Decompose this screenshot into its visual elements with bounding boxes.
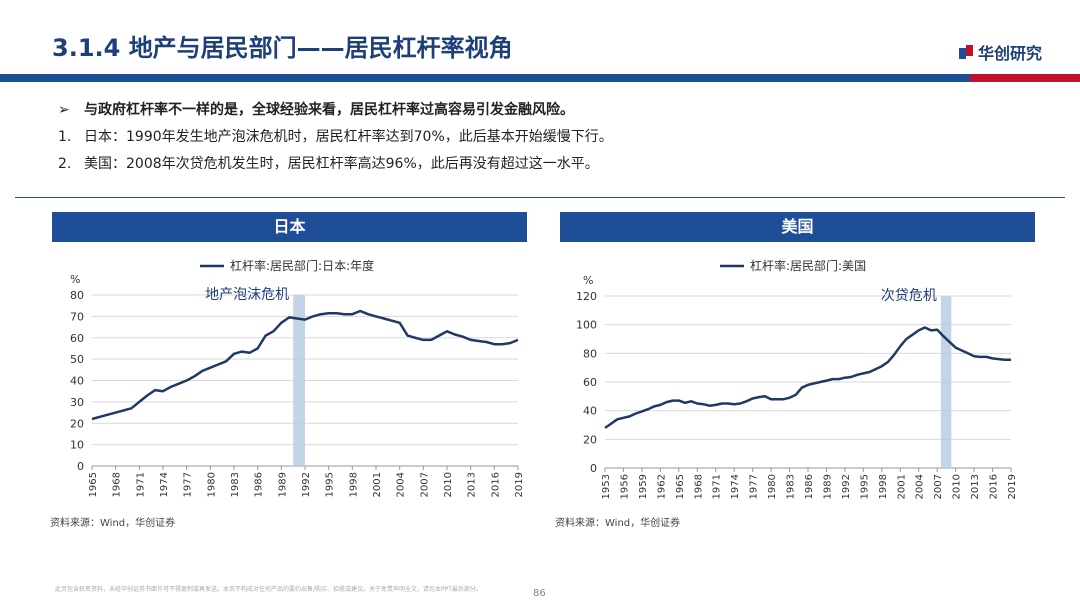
- bullet-number: 1.: [58, 129, 72, 145]
- x-tick-label: 2001: [372, 472, 383, 497]
- x-tick-label: 1974: [730, 474, 741, 499]
- x-tick-label: 1965: [675, 474, 686, 499]
- y-tick-label: 20: [583, 433, 597, 446]
- logo-text: 华创研究: [977, 44, 1042, 63]
- x-tick-label: 1980: [767, 474, 778, 499]
- x-tick-label: 1977: [749, 474, 760, 499]
- x-tick-label: 2007: [933, 474, 944, 499]
- y-tick-label: 0: [590, 462, 597, 475]
- x-tick-label: 2010: [443, 472, 454, 497]
- section-divider: [15, 197, 1065, 198]
- x-tick-label: 2013: [467, 472, 478, 497]
- crisis-band: [940, 296, 952, 468]
- y-tick-label: 0: [77, 460, 84, 473]
- bullet-text: 与政府杠杆率不一样的是，全球经验来看，居民杠杆率过高容易引发金融风险。: [84, 102, 574, 118]
- x-tick-label: 1968: [693, 474, 704, 499]
- logo-mark-icon: [958, 45, 973, 59]
- bullet-item: 2. 美国：2008年次贷危机发生时，居民杠杆率高达96%，此后再没有超过这一水平…: [58, 151, 613, 178]
- crisis-band: [293, 295, 305, 466]
- x-tick-label: 1986: [804, 474, 815, 499]
- page-title: 3.1.4 地产与居民部门——居民杠杆率视角: [52, 34, 513, 62]
- x-tick-label: 1959: [638, 474, 649, 499]
- y-tick-label: 30: [70, 396, 84, 409]
- x-tick-label: 1965: [88, 472, 99, 497]
- bullet-list: ➢ 与政府杠杆率不一样的是，全球经验来看，居民杠杆率过高容易引发金融风险。 1. 日…: [58, 97, 613, 178]
- crisis-annotation: 次贷危机: [881, 288, 937, 304]
- x-tick-label: 1980: [206, 472, 217, 497]
- x-tick-label: 1992: [841, 474, 852, 499]
- x-tick-label: 1962: [656, 474, 667, 499]
- x-tick-label: 1977: [183, 472, 194, 497]
- bullet-arrow-icon: ➢: [58, 102, 70, 118]
- x-tick-label: 2001: [896, 474, 907, 499]
- header-bar: [0, 74, 1080, 82]
- japan-leverage-chart: 0 10 20 30 40 50 60 70 80% 1965 1968 1971 1974 1977 19…: [70, 258, 525, 497]
- x-tick-label: 1953: [601, 474, 612, 499]
- x-tick-label: 1995: [859, 474, 870, 499]
- y-tick-label: 60: [583, 376, 597, 389]
- x-tick-label: 1989: [277, 472, 288, 497]
- bullet-number: 2.: [58, 156, 72, 172]
- x-tick-label: 2019: [1007, 474, 1018, 499]
- series-line: [91, 309, 519, 421]
- y-tick-label: 100: [576, 319, 597, 332]
- x-tick-label: 2016: [989, 474, 1000, 499]
- bullet-item: ➢ 与政府杠杆率不一样的是，全球经验来看，居民杠杆率过高容易引发金融风险。: [58, 97, 613, 124]
- x-tick-label: 1989: [822, 474, 833, 499]
- x-tick-label: 1998: [348, 472, 359, 497]
- y-axis-unit: %: [583, 274, 593, 287]
- x-tick-label: 2010: [952, 474, 963, 499]
- bullet-item: 1. 日本：1990年发生地产泡沫危机时，居民杠杆率达到70%，此后基本开始缓慢下…: [58, 124, 613, 151]
- y-tick-label: 120: [576, 290, 597, 303]
- x-tick-label: 1968: [112, 472, 123, 497]
- x-tick-label: 2007: [419, 472, 430, 497]
- x-tick-label: 1971: [135, 472, 146, 497]
- crisis-annotation: 地产泡沫危机: [205, 287, 289, 303]
- source-note-usa: 资料来源：Wind，华创证券: [555, 518, 681, 529]
- brand-logo: 华创研究: [958, 40, 1042, 64]
- x-tick-label: 1983: [230, 472, 241, 497]
- y-tick-label: 40: [70, 375, 84, 388]
- x-tick-label: 1995: [325, 472, 336, 497]
- y-tick-label: 80: [70, 289, 84, 302]
- y-axis-unit: %: [70, 273, 80, 286]
- legend-label: 杠杆率:居民部门:美国: [750, 258, 866, 273]
- x-tick-label: 1998: [878, 474, 889, 499]
- bullet-text: 日本：1990年发生地产泡沫危机时，居民杠杆率达到70%，此后基本开始缓慢下行。: [84, 129, 613, 145]
- x-tick-label: 1986: [254, 472, 265, 497]
- x-tick-label: 2013: [970, 474, 981, 499]
- x-tick-label: 2019: [514, 472, 525, 497]
- y-tick-label: 10: [70, 439, 84, 452]
- legend-label: 杠杆率:居民部门:日本:年度: [230, 258, 374, 273]
- y-tick-label: 80: [583, 347, 597, 360]
- disclaimer-note: 此页包含机密资料，未经华创证券书面许可不得复制或再发送。本页不构成对任何产品的要…: [55, 586, 482, 593]
- y-tick-label: 60: [70, 332, 84, 345]
- panel-heading-usa: 美国: [560, 212, 1035, 242]
- x-tick-label: 1956: [619, 474, 630, 499]
- header-accent: [970, 74, 1080, 82]
- page-number: 86: [533, 588, 546, 599]
- x-tick-label: 2004: [396, 472, 407, 497]
- panel-heading-japan: 日本: [52, 212, 527, 242]
- bullet-text: 美国：2008年次贷危机发生时，居民杠杆率高达96%，此后再没有超过这一水平。: [84, 156, 599, 172]
- y-tick-label: 40: [583, 405, 597, 418]
- x-tick-label: 1983: [786, 474, 797, 499]
- x-tick-label: 1974: [159, 472, 170, 497]
- y-tick-label: 70: [70, 310, 84, 323]
- x-tick-label: 1971: [712, 474, 723, 499]
- y-tick-label: 20: [70, 417, 84, 430]
- source-note-japan: 资料来源：Wind，华创证券: [50, 518, 176, 529]
- usa-leverage-chart: 0 20 40 60 80 100 120% 1953 1956 1959 1962 1965 1968…: [576, 258, 1018, 499]
- y-tick-label: 50: [70, 353, 84, 366]
- x-tick-label: 1992: [301, 472, 312, 497]
- x-tick-label: 2016: [490, 472, 501, 497]
- series-line: [604, 326, 1011, 429]
- x-tick-label: 2004: [915, 474, 926, 499]
